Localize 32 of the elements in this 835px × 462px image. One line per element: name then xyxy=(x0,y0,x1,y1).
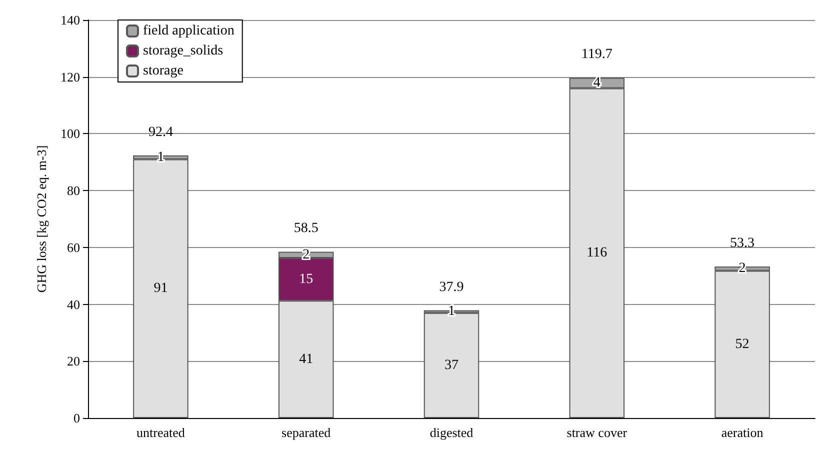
total-label: 53.3 xyxy=(730,236,755,251)
total-label: 119.7 xyxy=(581,47,612,62)
data-label: 91 xyxy=(154,281,168,296)
y-tick-label: 0 xyxy=(74,410,80,426)
x-tick-label: untreated xyxy=(136,425,186,440)
data-label: 15 xyxy=(299,272,314,287)
bar xyxy=(714,270,770,418)
x-tick-label: digested xyxy=(430,425,474,440)
data-label: 41 xyxy=(299,352,314,367)
data-label: 116 xyxy=(586,246,608,261)
total-label: 58.5 xyxy=(294,221,318,236)
data-label: 4 xyxy=(593,75,600,90)
y-axis-title: GHG loss [kg CO2 eq. m-3] xyxy=(34,145,49,293)
data-label: 52 xyxy=(735,336,750,352)
legend-label: storage xyxy=(143,64,184,78)
bar xyxy=(133,159,188,418)
total-label: 92.4 xyxy=(148,124,173,140)
data-label: 37 xyxy=(444,358,458,373)
y-tick-label: 120 xyxy=(60,69,80,84)
y-tick-label: 80 xyxy=(67,183,80,198)
x-tick-label: aeration xyxy=(721,425,764,440)
legend-label: field application xyxy=(143,24,234,38)
y-tick-label: 60 xyxy=(67,240,80,255)
total-label: 37.9 xyxy=(439,280,464,295)
y-tick-label: 140 xyxy=(60,12,80,28)
y-tick-label: 40 xyxy=(67,296,80,312)
data-label: 2 xyxy=(302,247,310,262)
legend-label: storage_solids xyxy=(143,44,224,58)
y-tick-label: 100 xyxy=(60,126,80,142)
y-tick-label: 20 xyxy=(67,354,80,369)
x-tick-label: straw cover xyxy=(566,425,628,440)
x-tick-label: separated xyxy=(282,425,332,440)
